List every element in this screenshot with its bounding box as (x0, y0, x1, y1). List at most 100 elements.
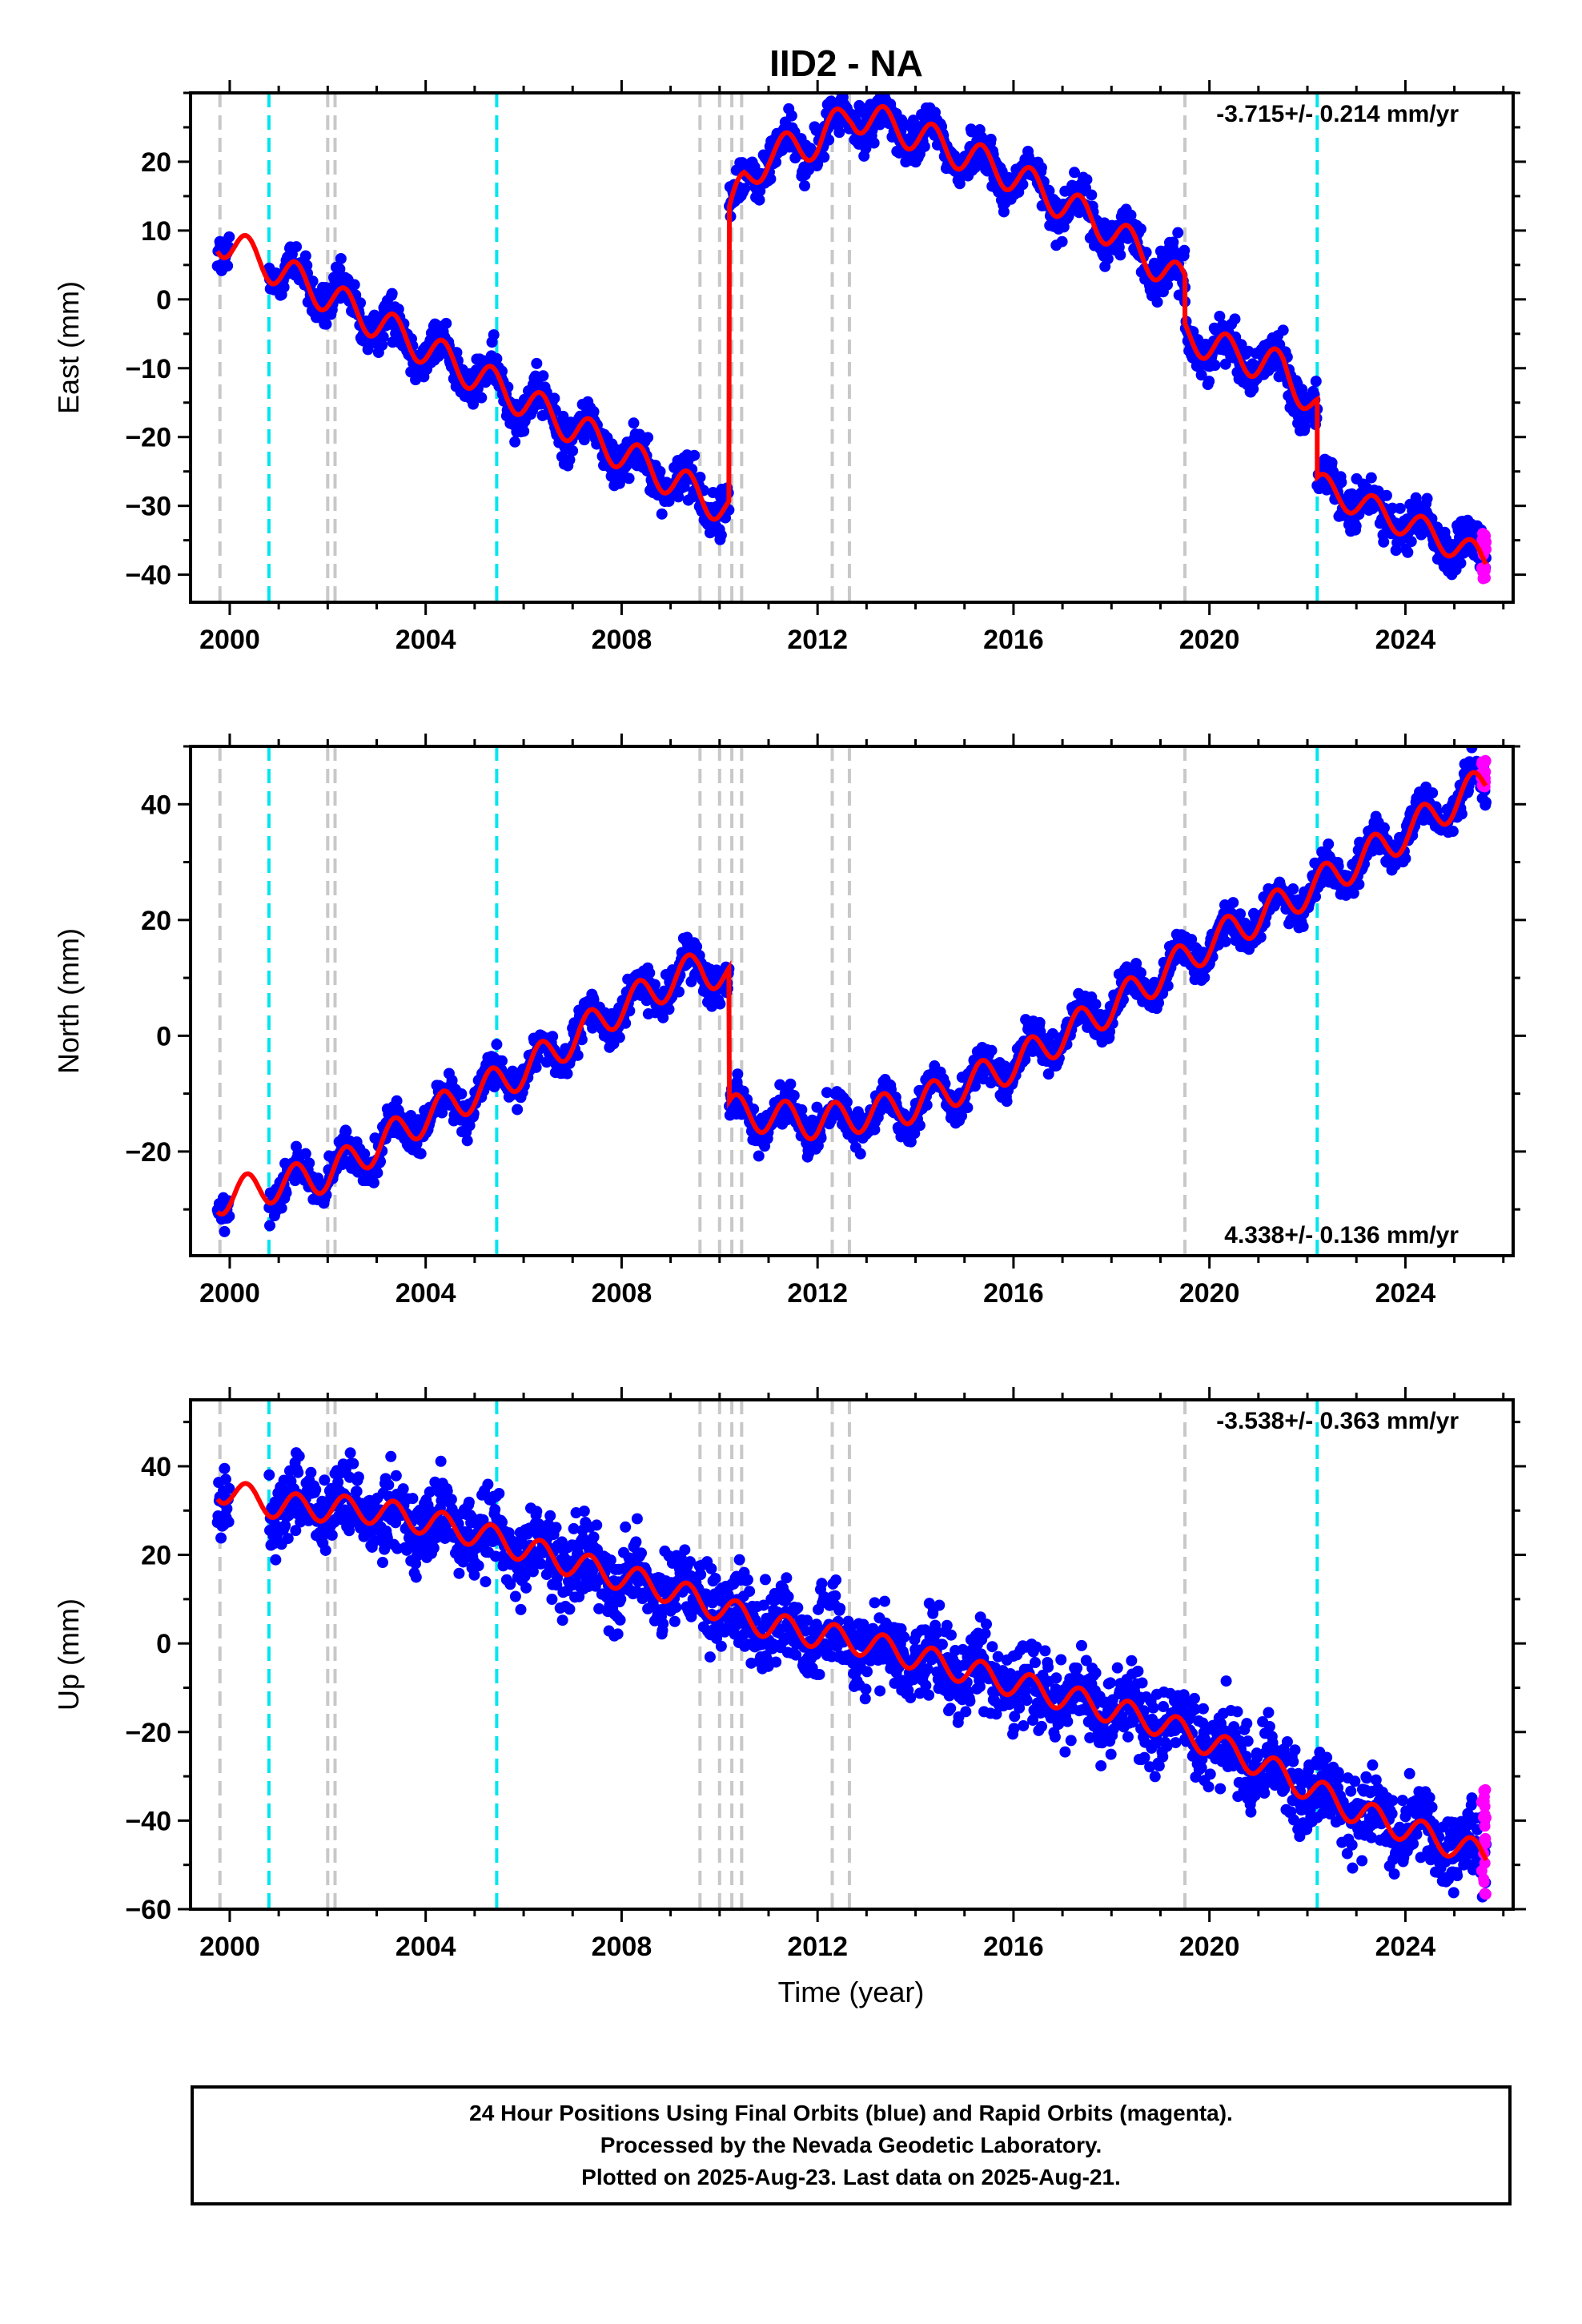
y-tick-label: 20 (141, 906, 171, 936)
data-point (572, 1049, 584, 1061)
data-point (371, 1167, 383, 1179)
data-point (1287, 883, 1299, 895)
rapid-point (1479, 561, 1491, 573)
data-point (446, 1075, 458, 1087)
data-point (657, 1011, 669, 1023)
data-point (557, 410, 569, 422)
rapid-orbit-points (1476, 528, 1492, 585)
data-point (299, 250, 311, 262)
data-point (326, 1529, 338, 1541)
data-point (620, 1521, 632, 1533)
data-point (1086, 189, 1098, 201)
data-point (335, 252, 347, 264)
data-point (1350, 520, 1362, 532)
data-point (833, 127, 845, 139)
data-point (918, 140, 930, 152)
data-point (1297, 920, 1309, 932)
data-point (1017, 179, 1029, 191)
data-point (488, 1081, 500, 1093)
data-point (799, 180, 811, 192)
data-point (1365, 472, 1377, 484)
y-tick-label: 40 (141, 790, 171, 820)
data-point (520, 1582, 532, 1594)
data-point (456, 1088, 468, 1100)
data-point (604, 1554, 616, 1566)
data-point (732, 1068, 744, 1080)
data-point (564, 454, 576, 466)
data-point (985, 134, 997, 146)
data-point (1427, 787, 1439, 799)
y-tick-label: 10 (141, 216, 171, 247)
chart-title: IID2 - NA (769, 42, 923, 84)
data-point (1229, 313, 1241, 325)
data-point (1455, 557, 1467, 569)
data-point (518, 425, 530, 437)
data-point (440, 317, 452, 329)
data-point (334, 263, 346, 275)
data-point (1134, 223, 1146, 235)
data-point (491, 352, 503, 364)
x-tick-label: 2008 (592, 1278, 652, 1309)
data-point (383, 1479, 395, 1491)
data-point (715, 529, 727, 541)
data-point (347, 1458, 359, 1470)
data-point (765, 173, 777, 185)
data-point (223, 1516, 235, 1528)
data-point (656, 508, 668, 520)
x-tick-label: 2016 (983, 625, 1044, 655)
data-point (550, 1522, 562, 1534)
data-point (1405, 536, 1417, 548)
y-axis-label: East (mm) (52, 281, 85, 414)
data-point (654, 465, 666, 477)
data-point (1219, 358, 1231, 370)
data-point (472, 1560, 484, 1572)
data-point (860, 143, 872, 155)
data-point (1102, 253, 1114, 265)
data-point (320, 318, 332, 330)
x-tick-label: 2004 (396, 625, 456, 655)
data-point (509, 436, 521, 448)
data-point (1125, 209, 1137, 221)
data-point (678, 480, 690, 493)
data-point (1323, 838, 1335, 850)
data-point (1043, 185, 1055, 197)
data-point (739, 183, 751, 195)
data-point (588, 994, 600, 1006)
data-point (1069, 167, 1081, 179)
y-tick-label: 0 (156, 285, 171, 316)
data-point (673, 986, 685, 998)
data-point (689, 449, 701, 461)
data-point (823, 134, 835, 146)
y-tick-label: −30 (125, 492, 171, 522)
data-point (219, 1462, 231, 1474)
velocity-label: -3.715+/- 0.214 mm/yr (1216, 101, 1459, 127)
data-point (215, 1532, 227, 1544)
data-point (344, 1447, 356, 1459)
data-point (694, 471, 706, 483)
data-point (531, 357, 543, 369)
data-point (219, 1225, 231, 1237)
data-point (352, 1471, 364, 1483)
rapid-point (1480, 754, 1492, 766)
data-point (1199, 971, 1211, 983)
data-point (785, 110, 797, 122)
data-point (818, 151, 830, 163)
data-point (461, 1135, 473, 1147)
y-tick-label: −40 (125, 561, 171, 591)
data-point (868, 137, 880, 149)
data-point (339, 1155, 351, 1167)
data-point (785, 1078, 797, 1090)
data-point (1410, 492, 1422, 504)
data-point (1394, 502, 1406, 514)
plot-area (211, 746, 1492, 1256)
data-point (556, 1614, 568, 1626)
data-point (854, 1148, 866, 1160)
data-point (397, 1483, 409, 1495)
data-point (1310, 376, 1322, 388)
y-tick-label: −10 (125, 354, 171, 384)
plot-frame (189, 91, 1515, 604)
data-point (1301, 413, 1313, 425)
data-point (463, 1496, 475, 1508)
data-point (1326, 456, 1338, 468)
data-point (1235, 339, 1247, 351)
